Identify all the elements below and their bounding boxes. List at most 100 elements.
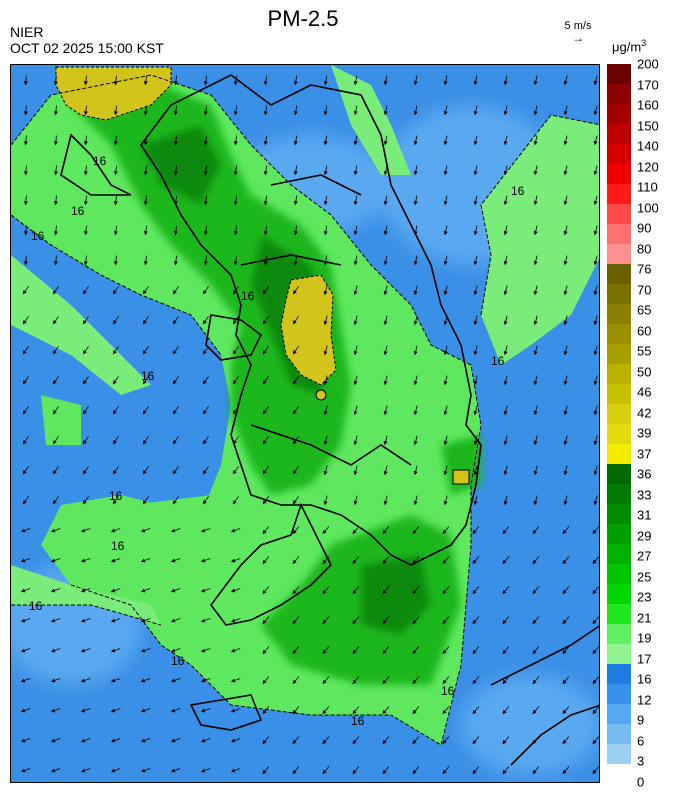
wind-arrow-head [292, 320, 297, 325]
wind-arrow-head [113, 81, 118, 86]
contour-label: 16 [109, 489, 123, 503]
wind-arrow-head [443, 470, 448, 476]
wind-arrow-head [203, 171, 208, 176]
wind-arrow-head [442, 649, 447, 655]
wind-arrow-head [143, 171, 148, 176]
wind-arrow-head [413, 320, 418, 326]
wind-arrow-head [473, 170, 478, 176]
wind-arrow-head [323, 470, 328, 476]
wind-arrow-head [140, 558, 146, 563]
wind-arrow-head [563, 80, 568, 86]
wind-arrow-head [443, 230, 448, 236]
colorbar-tick-label: 120 [637, 159, 659, 175]
wind-arrow-head [262, 290, 267, 295]
wind-arrow-head [50, 558, 56, 563]
wind-arrow-head [443, 80, 448, 86]
wind-arrow-head [170, 588, 176, 593]
colorbar-tick-label: 39 [637, 425, 652, 441]
wind-arrow-head [50, 618, 56, 623]
colorbar-tick-label: 170 [637, 77, 659, 92]
wind-arrow-head [593, 110, 598, 116]
wind-arrow-head [170, 558, 176, 563]
wind-arrow-head [562, 649, 567, 655]
wind-arrow-head [443, 500, 448, 506]
wind-arrow-head [383, 500, 388, 506]
wind-arrow-head [532, 739, 537, 745]
wind-arrow-head [110, 618, 116, 623]
wind-arrow-head [52, 350, 57, 355]
colorbar-tick-label: 70 [637, 282, 652, 298]
wind-arrow-head [202, 380, 207, 385]
colorbar-tick-label: 150 [637, 118, 659, 134]
wind-arrow-head [172, 440, 177, 445]
wind-arrow-head [533, 230, 538, 236]
wind-arrow-head [592, 529, 597, 535]
wind-arrow-head [442, 739, 447, 745]
wind-arrow-head [413, 410, 418, 416]
colorbar-tick-label: 17 [637, 651, 652, 667]
colorbar-segment [607, 464, 631, 484]
wind-arrow-head [20, 558, 26, 563]
colorbar-tick-label: 80 [637, 241, 652, 257]
wind-arrow-head [353, 171, 358, 176]
wind-arrow-head [592, 709, 597, 715]
wind-arrow-head [203, 201, 208, 206]
colorbar-segment [607, 304, 631, 324]
wind-arrow-head [473, 200, 478, 206]
wind-arrow-head [293, 81, 298, 86]
wind-arrow-head [172, 320, 177, 325]
wind-arrow-head [382, 619, 387, 625]
wind-arrow-head [562, 559, 567, 565]
wind-arrow-head [383, 470, 388, 476]
wind-arrow-head [473, 320, 478, 326]
wind-arrow-head [172, 410, 177, 415]
wind-arrow-head [533, 170, 538, 176]
wind-arrow-head [262, 320, 267, 325]
colorbar-segment [607, 164, 631, 184]
colorbar-tick-label: 42 [637, 405, 652, 421]
colorbar-tick-label: 16 [637, 671, 652, 687]
wind-arrow-head [503, 110, 508, 116]
wind-arrow-head [200, 738, 206, 743]
colorbar-segment [607, 664, 631, 684]
wind-arrow-head [112, 290, 117, 295]
wind-arrow-head [262, 440, 267, 445]
colorbar-segment [607, 104, 631, 124]
wind-arrow-head [292, 769, 297, 775]
wind-arrow-head [262, 529, 267, 535]
wind-arrow-head [533, 260, 538, 266]
wind-arrow-head [383, 201, 388, 206]
wind-arrow-head [22, 380, 27, 385]
wind-arrow-head [353, 380, 358, 386]
wind-arrow-head [292, 440, 297, 445]
contour-label: 16 [441, 684, 455, 698]
wind-arrow-head [562, 709, 567, 715]
wind-arrow-head [443, 380, 448, 386]
wind-arrow-head [200, 648, 206, 653]
wind-arrow-head [113, 111, 118, 116]
wind-arrow-head [140, 528, 146, 533]
wind-arrow-head [110, 708, 116, 713]
colorbar-tick-label: 55 [637, 343, 652, 359]
colorbar-segment [607, 424, 631, 444]
wind-arrow-head [143, 81, 148, 86]
wind-arrow-head [112, 470, 117, 475]
colorbar-segment [607, 184, 631, 204]
wind-arrow-head [233, 111, 238, 116]
wind-arrow-head [413, 200, 418, 206]
wind-arrow-head [593, 440, 598, 446]
wind-arrow-head [473, 140, 478, 146]
wind-arrow-head [533, 380, 538, 386]
wind-arrow-head [53, 231, 58, 236]
wind-arrow-head [140, 708, 146, 713]
colorbar-segment [607, 244, 631, 264]
wind-arrow-head [140, 588, 146, 593]
wind-arrow-head [142, 470, 147, 475]
colorbar-tick-label: 100 [637, 200, 659, 216]
wind-arrow-head [413, 500, 418, 506]
wind-arrow-head [593, 260, 598, 266]
contour-label: 16 [111, 539, 125, 553]
wind-arrow-head [413, 230, 418, 236]
wind-arrow-head [413, 80, 418, 86]
colorbar-tick-label: 140 [637, 138, 659, 154]
